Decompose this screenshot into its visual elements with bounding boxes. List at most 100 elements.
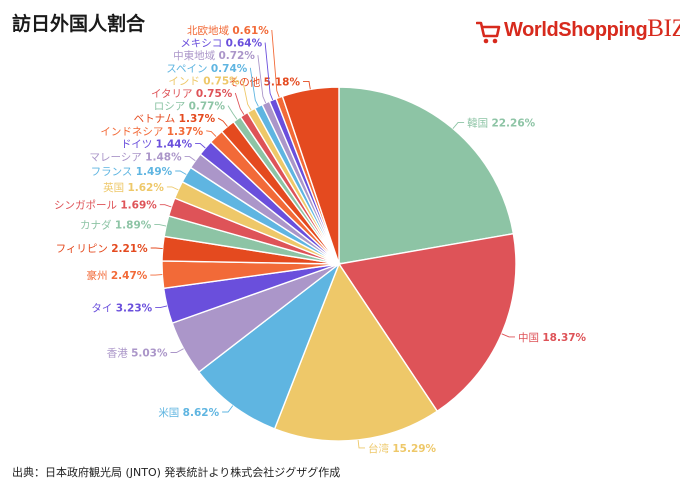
leader-line-17 [234,92,245,115]
slice-name-23: その他 [229,75,264,88]
slice-name-19: スペイン [166,63,211,75]
slice-label-22: 北欧地域 0.61% [187,24,269,37]
leader-line-12 [184,156,196,162]
slice-name-17: イタリア [151,88,196,100]
slice-label-15: ベトナム 1.37% [134,113,216,125]
slice-value-15: 1.37% [179,113,216,125]
leader-line-4 [170,348,184,353]
slice-label-7: フィリピン 2.21% [56,243,149,255]
slice-value-10: 1.62% [127,182,164,194]
slice-value-22: 0.61% [232,25,269,37]
leader-line-3 [222,405,234,413]
slice-label-11: フランス 1.49% [91,166,173,178]
slice-label-16: ロシア 0.77% [154,101,226,113]
slice-label-8: カナダ 1.89% [80,219,152,232]
slice-value-12: 1.48% [145,152,182,164]
slice-label-21: メキシコ 0.64% [180,38,262,50]
slice-name-12: マレーシア [90,152,146,164]
slice-value-6: 2.47% [111,270,148,282]
leader-line-15 [217,117,228,127]
slice-label-2: 台湾 15.29% [368,442,437,455]
leader-line-6 [150,274,163,276]
slice-name-6: 豪州 [87,269,111,282]
logo-text: WorldShoppingBIZ [504,14,680,45]
slice-label-3: 米国 8.62% [158,406,219,419]
slice-value-7: 2.21% [111,243,148,255]
slice-value-9: 1.69% [120,200,157,212]
slice-name-16: ロシア [154,101,189,113]
slice-label-17: イタリア 0.75% [151,88,233,100]
slice-label-19: スペイン 0.74% [166,63,248,75]
leader-line-22 [271,29,280,98]
slice-value-8: 1.89% [115,220,152,232]
leader-line-1 [501,333,515,338]
leader-line-10 [166,186,179,191]
leader-line-14 [206,130,217,137]
slice-name-5: タイ [91,303,115,315]
slice-name-9: シンガポール [54,200,120,212]
worldshopping-biz-logo: WorldShoppingBIZ [474,14,680,48]
slice-value-16: 0.77% [189,101,226,113]
slice-value-0: 22.26% [491,117,535,129]
logo-world: World [504,19,559,41]
slice-name-8: カナダ [80,219,115,232]
slice-label-20: 中東地域 0.72% [173,49,255,62]
slice-label-0: 韓国 22.26% [467,117,536,129]
slice-value-5: 3.23% [116,303,153,315]
slice-name-2: 台湾 [368,442,392,455]
slice-value-20: 0.72% [218,50,255,62]
pie-slice-0 [338,86,515,265]
leader-line-9 [159,204,172,208]
leader-line-18 [242,80,252,111]
slice-name-20: 中東地域 [173,49,218,62]
slice-value-3: 8.62% [183,407,220,419]
slice-value-2: 15.29% [392,443,436,455]
page-title: 訪日外国人割合 [12,13,146,35]
slice-name-0: 韓国 [467,117,491,129]
slice-value-1: 18.37% [542,332,586,344]
slice-label-9: シンガポール 1.69% [54,200,157,212]
slice-label-10: 英国 1.62% [103,181,164,194]
slice-name-1: 中国 [518,331,542,344]
slice-name-3: 米国 [158,406,182,419]
slice-name-18: インド [168,75,203,87]
leader-line-23 [303,80,311,90]
leader-line-2 [357,439,365,449]
slice-value-19: 0.74% [211,63,248,75]
slice-value-14: 1.37% [167,126,204,138]
slice-value-21: 0.64% [226,38,263,50]
slice-value-11: 1.49% [136,166,173,178]
slice-label-1: 中国 18.37% [518,331,587,344]
pie-slice-2 [273,262,439,442]
leader-line-7 [150,247,163,250]
slice-label-23: その他 5.18% [229,75,301,88]
slice-value-4: 5.03% [131,348,168,360]
leader-line-11 [175,170,187,175]
leader-line-13 [195,142,206,149]
slice-value-17: 0.75% [196,88,233,100]
slice-name-21: メキシコ [180,38,225,50]
slice-label-4: 香港 5.03% [107,348,168,360]
slice-label-12: マレーシア 1.48% [90,152,183,164]
leader-line-5 [155,305,168,309]
slice-name-10: 英国 [103,181,127,194]
slice-label-13: ドイツ 1.44% [121,138,193,150]
slice-label-6: 豪州 2.47% [87,269,148,282]
leader-line-0 [452,121,465,129]
slice-name-14: インドネシア [100,126,166,138]
leader-line-8 [154,224,167,227]
shopping-cart-icon [476,21,501,44]
slice-value-23: 5.18% [264,76,301,88]
slice-name-4: 香港 [107,348,131,360]
leader-line-19 [249,67,259,107]
source-note: 出典：日本政府観光局 (JNTO) 発表統計より株式会社ジグザグ作成 [12,466,341,479]
slice-name-22: 北欧地域 [187,24,232,37]
leader-line-20 [257,55,267,104]
leader-line-21 [264,42,274,101]
pie-slices [161,86,517,442]
logo-shopping: Shopping [558,19,648,41]
logo-biz: BIZ [647,15,680,42]
slice-name-13: ドイツ [121,138,156,150]
leader-line-16 [227,105,238,120]
